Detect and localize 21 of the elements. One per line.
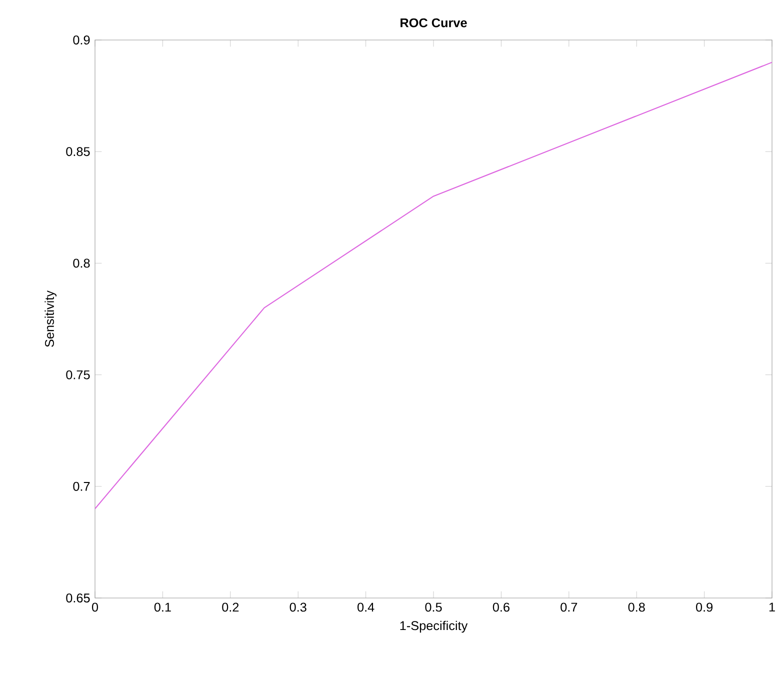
- y-tick-label: 0.9: [73, 36, 90, 44]
- line-series: [95, 62, 772, 510]
- x-axis-title: 1-Specificity: [400, 620, 468, 633]
- chart-title: ROC Curve: [400, 18, 467, 28]
- x-tick-label: 0.7: [560, 602, 578, 612]
- y-tick-label: 0.7: [73, 482, 90, 491]
- x-tick-label: 0: [92, 602, 98, 612]
- y-tick-label: 0.75: [66, 370, 90, 380]
- x-tick-label: 0.4: [358, 602, 374, 612]
- y-tick-label: 0.65: [66, 594, 90, 602]
- y-tick-label: 0.85: [66, 147, 90, 156]
- x-tick-label: 0.1: [154, 602, 171, 612]
- x-tick-label: 0.5: [425, 602, 442, 612]
- x-tick-label: 0.6: [492, 602, 510, 612]
- x-tick-label: 0.3: [290, 602, 306, 612]
- x-tick-label: 0.2: [222, 602, 239, 612]
- y-axis-title: Sensitivity: [44, 290, 56, 347]
- x-tick-label: 1: [769, 602, 775, 612]
- y-tick-label: 0.8: [73, 258, 90, 268]
- x-tick-label: 0.8: [628, 602, 645, 612]
- x-tick-label: 0.9: [696, 602, 713, 612]
